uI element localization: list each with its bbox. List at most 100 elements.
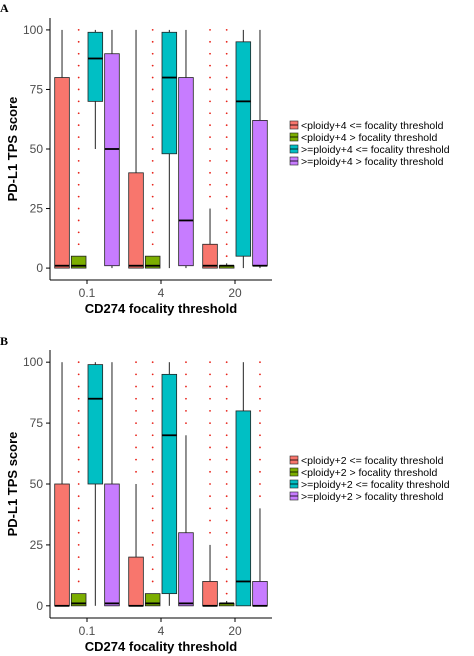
- outlier-p1-s0-c2-4: [209, 483, 211, 485]
- box-rect-p0-s1-c1: [144, 255, 161, 269]
- outlier-p1-s3-c2-11: [259, 361, 261, 364]
- legend-label-p1-1: <ploidy+2 > focality threshold: [301, 467, 437, 479]
- outlier-p1-s1-c1-18: [151, 361, 154, 364]
- outlier-p1-s0-c2-6: [209, 458, 211, 461]
- outlier-p0-s1-c1-4: [151, 195, 154, 198]
- outlier-p0-s1-c2-7: [225, 171, 228, 174]
- outlier-p0-s0-c2-8: [209, 100, 211, 103]
- outlier-p0-s1-c1-3: [151, 207, 154, 210]
- outlier-p1-s0-c2-2: [209, 507, 211, 510]
- y-axis-title-p1: PD-L1 TPS score: [5, 432, 20, 537]
- outlier-p1-s1-c1-9: [151, 470, 154, 473]
- outlier-p0-s1-c1-18: [151, 29, 154, 31]
- outlier-p1-s1-c2-12: [225, 446, 228, 449]
- outlier-p1-s0-c2-0: [209, 531, 211, 534]
- outlier-p1-s0-c1-5: [135, 410, 137, 412]
- outlier-p1-s1-c2-2: [225, 568, 228, 571]
- outlier-p1-s3-c1-3: [185, 385, 187, 388]
- outlier-p1-s0-c2-3: [209, 495, 211, 498]
- outlier-p1-s1-c2-16: [225, 397, 228, 400]
- outlier-p1-s1-c1-17: [151, 373, 154, 376]
- outlier-p0-s1-c0-1: [77, 231, 80, 234]
- outlier-p0-s1-c0-9: [77, 136, 80, 138]
- outlier-p1-s0-c1-6: [135, 397, 137, 400]
- outlier-p1-s3-c1-1: [185, 410, 187, 412]
- outlier-p1-s0-c1-2: [135, 446, 137, 449]
- outlier-p1-s0-c2-13: [209, 373, 211, 376]
- outlier-p0-s1-c0-11: [77, 112, 80, 115]
- box-rect-p1-s2-c2: [235, 410, 252, 607]
- box-rect-p0-s0-c0: [54, 77, 70, 269]
- y-tick-label-p0-1: 25: [30, 202, 44, 216]
- outlier-p1-s0-c2-9: [209, 422, 211, 424]
- outlier-p1-s1-c0-7: [77, 495, 80, 498]
- outlier-p0-s0-c2-12: [209, 52, 211, 55]
- outlier-p0-s1-c2-2: [225, 231, 228, 234]
- outlier-p0-s1-c0-6: [77, 171, 80, 174]
- legend-p0: <ploidy+4 <= focality threshold<ploidy+4…: [289, 120, 450, 168]
- outlier-p1-s1-c1-16: [151, 385, 154, 388]
- outlier-p0-s1-c0-3: [77, 207, 80, 210]
- box-p1-s2-c1: [161, 362, 178, 606]
- outlier-p0-s1-c0-17: [77, 40, 80, 43]
- outlier-p1-s0-c1-0: [135, 470, 137, 473]
- outlier-p0-s1-c0-12: [77, 100, 80, 103]
- outlier-p1-s1-c1-14: [151, 410, 154, 412]
- panel-letter-a: A: [0, 1, 9, 15]
- legend-p1: <ploidy+2 <= focality threshold<ploidy+2…: [289, 455, 450, 503]
- box-p1-s3-c0: [104, 362, 120, 607]
- box-rect-p1-s0-c1: [128, 556, 144, 607]
- outlier-p1-s3-c2-7: [259, 410, 261, 412]
- outlier-p0-s0-c2-7: [209, 112, 211, 115]
- outlier-p0-s0-c2-14: [209, 29, 211, 31]
- outlier-p1-s1-c2-17: [225, 385, 228, 388]
- box-p1-s1-c1: [144, 361, 161, 607]
- outlier-p1-s1-c0-4: [77, 531, 80, 534]
- outlier-p0-s1-c0-18: [77, 29, 80, 31]
- box-p1-s0-c0: [54, 362, 70, 607]
- outlier-p1-s3-c2-0: [259, 495, 261, 498]
- outlier-p1-s1-c0-0: [77, 580, 80, 583]
- outlier-p0-s1-c2-6: [225, 183, 228, 186]
- outlier-p0-s1-c2-3: [225, 219, 228, 222]
- outlier-p1-s1-c0-5: [77, 519, 80, 522]
- outlier-p1-s3-c2-3: [259, 458, 261, 461]
- outlier-p1-s1-c1-3: [151, 544, 154, 546]
- outlier-p0-s1-c1-5: [151, 183, 154, 186]
- outlier-p1-s1-c0-10: [77, 458, 80, 461]
- outlier-p1-s3-c2-4: [259, 446, 261, 449]
- outlier-p1-s1-c1-6: [151, 507, 154, 510]
- outlier-p0-s1-c1-6: [151, 171, 154, 174]
- outlier-p0-s0-c2-9: [209, 88, 211, 91]
- x-axis-title-p0: CD274 focality threshold: [85, 301, 237, 316]
- outlier-p1-s0-c1-9: [135, 361, 137, 364]
- outlier-p1-s3-c1-0: [185, 422, 187, 424]
- outlier-p1-s1-c2-13: [225, 434, 228, 437]
- outlier-p1-s0-c2-5: [209, 470, 211, 473]
- outlier-p1-s1-c1-8: [151, 483, 154, 485]
- box-p0-s0-c1: [128, 29, 144, 269]
- outlier-p1-s3-c2-10: [259, 373, 261, 376]
- y-tick-label-p1-1: 25: [30, 538, 44, 552]
- outlier-p0-s1-c2-8: [225, 160, 228, 162]
- outlier-p1-s1-c0-1: [77, 568, 80, 571]
- box-rect-p0-s2-c2: [235, 41, 252, 257]
- y-tick-label-p0-3: 75: [30, 82, 44, 96]
- outlier-p1-s1-c0-15: [77, 397, 80, 400]
- outlier-p1-s1-c2-6: [225, 519, 228, 522]
- outlier-p0-s1-c1-15: [151, 64, 154, 67]
- legend-label-p0-3: >=ploidy+4 > focality threshold: [301, 156, 444, 168]
- outlier-p0-s1-c0-14: [77, 76, 80, 79]
- outlier-p1-s1-c1-12: [151, 434, 154, 437]
- outlier-p1-s0-c2-11: [209, 397, 211, 400]
- y-tick-label-p1-2: 50: [30, 477, 44, 491]
- outlier-p0-s1-c1-0: [151, 243, 154, 246]
- box-p0-s3-c1: [178, 29, 194, 269]
- outlier-p0-s1-c2-10: [225, 136, 228, 138]
- box-rect-p1-s2-c1: [161, 373, 178, 595]
- y-tick-label-p0-2: 50: [30, 142, 44, 156]
- outlier-p0-s1-c1-8: [151, 148, 154, 150]
- outlier-p0-s0-c2-3: [209, 160, 211, 162]
